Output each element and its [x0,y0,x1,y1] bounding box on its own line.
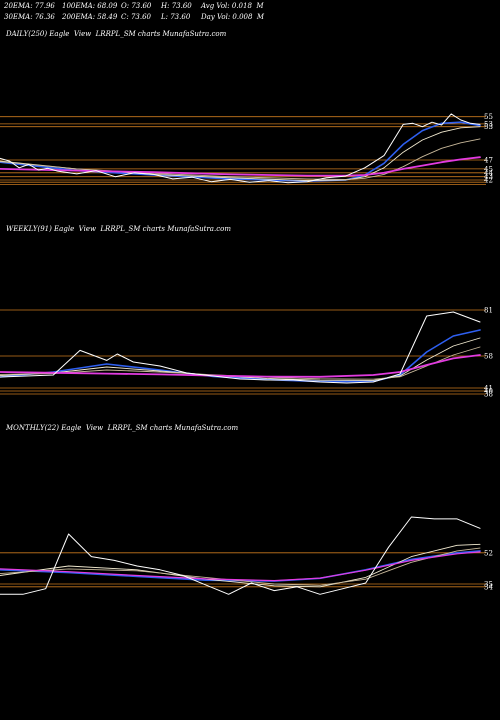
daily-level-label-7: 42 [484,177,493,185]
weekly-ema-line-3 [0,354,481,378]
daily-price-line-4 [0,113,481,184]
monthly-price-line-4 [0,516,481,595]
header-day-vol: Day Vol: 0.008 M [201,13,265,21]
header-20ema: 20EMA: 77.96 [4,2,55,10]
daily-ema-line-3 [0,156,481,177]
weekly-level-label-2: 41 [484,385,493,393]
monthly-level-label-1: 35 [484,581,493,589]
monthly-panel-title: MONTHLY(22) Eagle View LRRPL_SM charts M… [6,424,239,432]
header-200ema: 200EMA: 58.49 [62,13,118,21]
daily-level-label-1: 53 [484,120,493,128]
header-100ema: 100EMA: 68.09 [62,2,118,10]
daily-ema-line-0 [0,121,481,182]
monthly-level-label-2: 34 [484,583,493,591]
monthly-ema-line-1 [0,543,481,588]
weekly-level-label-4: 38 [484,391,493,399]
daily-level-label-3: 47 [484,157,493,165]
weekly-ema-line-2 [0,346,481,380]
daily-level-label-6: 43 [484,173,493,181]
weekly-price-line-4 [0,311,481,384]
monthly-level-label-0: 52 [484,549,493,557]
weekly-level-label-0: 81 [484,307,493,315]
daily-level-label-5: 44 [484,169,493,177]
monthly-ema-line-3 [0,551,481,582]
header-close: C: 73.60 [121,13,151,21]
header-avg-vol: Avg Vol: 0.018 M [201,2,264,10]
weekly-panel-title: WEEKLY(91) Eagle View LRRPL_SM charts Mu… [6,225,231,233]
weekly-level-label-3: 40 [484,388,493,396]
weekly-level-label-1: 58 [484,353,493,361]
header-open: O: 73.60 [121,2,152,10]
daily-level-label-4: 45 [484,165,493,173]
header-low: L: 73.60 [161,13,191,21]
header-30ema: 30EMA: 76.36 [4,13,55,21]
daily-ema-line-2 [0,138,481,180]
daily-panel-title: DAILY(250) Eagle View LRRPL_SM charts Mu… [6,30,227,38]
weekly-ema-line-1 [0,337,481,381]
header-high: H: 73.60 [161,2,192,10]
daily-level-label-0: 55 [484,113,493,121]
daily-level-label-2: 53 [484,123,493,131]
weekly-ema-line-0 [0,329,481,383]
